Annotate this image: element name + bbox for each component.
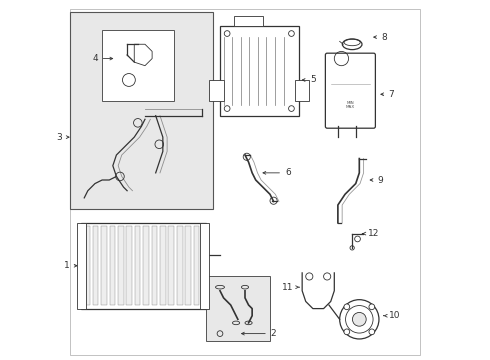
Bar	[194, 226, 199, 305]
Bar	[143, 226, 149, 305]
Bar	[101, 226, 107, 305]
Bar	[70, 12, 213, 208]
Text: 6: 6	[263, 168, 291, 177]
FancyBboxPatch shape	[325, 53, 375, 128]
Bar	[169, 226, 174, 305]
Bar	[234, 16, 263, 26]
Circle shape	[344, 304, 350, 310]
Bar	[93, 226, 98, 305]
Bar	[77, 223, 86, 309]
Bar	[81, 223, 206, 309]
Bar	[151, 226, 157, 305]
Text: 4: 4	[92, 54, 113, 63]
Bar	[177, 226, 183, 305]
Circle shape	[352, 312, 366, 326]
Bar	[206, 276, 270, 341]
Text: 12: 12	[362, 229, 379, 238]
Bar	[295, 80, 309, 102]
Bar	[185, 226, 191, 305]
Bar	[200, 223, 209, 309]
Bar	[220, 26, 298, 116]
Text: 2: 2	[242, 329, 276, 338]
Circle shape	[340, 300, 379, 339]
Bar	[135, 226, 141, 305]
Text: 8: 8	[374, 33, 387, 42]
Text: 3: 3	[56, 132, 69, 141]
Text: 10: 10	[384, 311, 401, 320]
Bar	[118, 226, 123, 305]
Circle shape	[369, 304, 375, 310]
Bar	[102, 30, 173, 102]
Text: 1: 1	[64, 261, 77, 270]
Bar	[160, 226, 166, 305]
Text: 9: 9	[370, 176, 384, 185]
Circle shape	[344, 329, 350, 335]
Bar	[109, 226, 115, 305]
Circle shape	[369, 329, 375, 335]
Text: 5: 5	[302, 76, 316, 85]
Text: 7: 7	[381, 90, 394, 99]
Bar	[209, 80, 223, 102]
Text: 11: 11	[282, 283, 299, 292]
Text: MIN
MAX: MIN MAX	[346, 101, 355, 109]
Bar	[84, 226, 90, 305]
Bar	[126, 226, 132, 305]
